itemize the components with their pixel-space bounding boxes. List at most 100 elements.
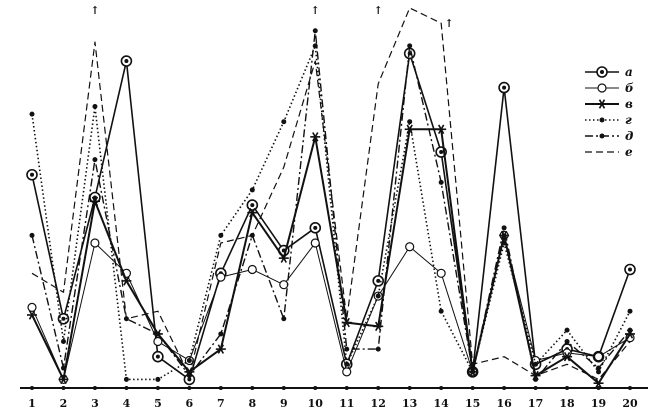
x-tick <box>470 386 475 390</box>
off-scale-arrow: ↑ <box>445 17 454 30</box>
data-point <box>564 327 570 333</box>
x-tick <box>92 386 97 390</box>
data-point <box>216 272 226 282</box>
data-point <box>438 308 444 314</box>
data-point <box>375 293 381 299</box>
x-ticks: 1 2 3 4 5 6 7 8 9 10 11 12 13 14 15 16 17 18 19 20 <box>28 386 638 410</box>
legend-entry: б <box>585 81 634 95</box>
data-point <box>26 168 38 181</box>
x-tick-label: 10 <box>308 397 324 410</box>
data-point <box>596 369 602 375</box>
data-point <box>29 111 35 117</box>
series-3 <box>27 124 635 388</box>
data-point <box>123 376 129 382</box>
legend-entry: в <box>585 97 633 111</box>
data-point <box>90 238 100 248</box>
legend-entry: a <box>585 65 633 79</box>
x-tick-label: 15 <box>465 397 480 410</box>
legend-entry: д <box>585 129 633 143</box>
data-point <box>593 378 604 388</box>
series-line <box>31 45 631 381</box>
x-tick <box>155 386 160 390</box>
x-tick <box>596 386 601 390</box>
legend-marker <box>596 66 608 78</box>
data-point <box>29 232 35 238</box>
legend-entry: г <box>585 113 632 127</box>
data-point <box>372 275 385 287</box>
legend-label: г <box>625 113 632 127</box>
x-tick <box>628 386 632 390</box>
legend-entry: е <box>585 145 633 159</box>
data-point <box>624 263 636 276</box>
x-tick <box>376 386 381 390</box>
x-tick <box>124 386 129 390</box>
x-tick-label: 8 <box>248 397 256 410</box>
data-point <box>627 327 633 333</box>
data-point <box>218 331 224 337</box>
data-point <box>310 238 320 248</box>
x-tick <box>30 386 34 390</box>
legend-label: a <box>625 65 633 79</box>
data-point <box>92 157 98 163</box>
x-tick <box>502 386 507 390</box>
data-point <box>152 350 164 363</box>
data-point <box>438 179 444 185</box>
legend-marker <box>599 117 605 123</box>
data-point <box>27 302 37 313</box>
data-point <box>186 357 192 363</box>
data-point <box>498 81 510 94</box>
data-point <box>121 276 132 286</box>
series-layer <box>26 7 636 388</box>
x-tick-label: 7 <box>217 397 225 410</box>
data-point <box>247 264 257 275</box>
legend-label: е <box>625 145 633 159</box>
x-tick <box>407 386 412 390</box>
data-point <box>375 346 381 352</box>
data-point <box>60 365 66 371</box>
x-tick-label: 14 <box>434 397 450 410</box>
legend-label: б <box>625 81 634 95</box>
x-tick-label: 11 <box>339 397 354 410</box>
x-tick <box>281 386 286 390</box>
x-tick-label: 20 <box>622 397 638 410</box>
data-point <box>281 316 287 322</box>
x-tick-label: 1 <box>28 397 36 410</box>
data-point <box>407 119 413 125</box>
data-point <box>153 336 163 347</box>
data-point <box>312 28 318 34</box>
data-point <box>344 346 350 352</box>
data-point <box>249 187 255 193</box>
data-point <box>60 339 66 345</box>
data-point <box>92 104 98 110</box>
series-4 <box>29 43 633 382</box>
x-tick-label: 6 <box>186 397 194 410</box>
data-point <box>246 199 259 211</box>
x-tick <box>344 386 349 390</box>
data-point <box>562 351 573 362</box>
data-point <box>373 321 384 332</box>
x-tick-label: 19 <box>591 397 606 410</box>
data-point <box>436 124 447 135</box>
series-6 <box>31 7 631 381</box>
x-tick <box>61 386 66 390</box>
x-tick-label: 18 <box>559 397 575 410</box>
legend-marker <box>599 133 605 139</box>
data-point <box>627 308 633 314</box>
data-point <box>218 232 224 238</box>
data-point <box>247 207 258 218</box>
data-point <box>215 344 226 354</box>
x-tick-label: 5 <box>154 397 162 410</box>
data-point <box>279 280 289 290</box>
x-tick-label: 2 <box>60 397 68 410</box>
data-point <box>564 339 570 345</box>
x-tick-label: 9 <box>280 397 288 410</box>
data-point <box>407 43 413 49</box>
legend-label: в <box>625 97 633 111</box>
data-point <box>58 374 69 385</box>
data-point <box>310 132 321 142</box>
data-point <box>501 225 507 231</box>
data-point <box>405 242 415 252</box>
series-1 <box>26 47 636 386</box>
data-point <box>470 369 476 375</box>
